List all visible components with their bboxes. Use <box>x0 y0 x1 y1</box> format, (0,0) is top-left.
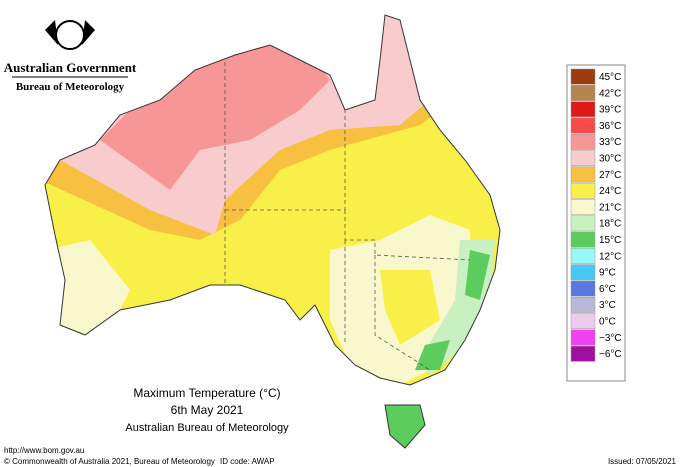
caption-source: Australian Bureau of Meteorology <box>125 422 289 434</box>
legend-label: 39°C <box>599 105 621 116</box>
legend-swatch <box>570 248 596 264</box>
caption-date: 6th May 2021 <box>171 403 244 417</box>
legend-swatch <box>570 133 596 150</box>
legend-swatch <box>570 101 596 118</box>
legend-label: −3°C <box>599 333 622 344</box>
legend-swatch <box>570 68 596 85</box>
legend-label: 21°C <box>599 202 621 213</box>
legend-label: 3°C <box>599 300 616 311</box>
legend-label: 27°C <box>599 170 621 181</box>
legend-label: 6°C <box>599 284 616 295</box>
legend: 45°C 42°C 39°C 36°C 33°C 30°C 27°C 24°C 21°C 18°C… <box>570 68 622 362</box>
legend-label: 12°C <box>599 251 621 262</box>
legend-swatch <box>570 182 596 199</box>
legend-swatch <box>570 117 596 134</box>
legend-label: 9°C <box>599 268 616 279</box>
legend-swatch <box>570 231 596 248</box>
logo <box>45 20 95 50</box>
legend-swatch <box>570 280 596 297</box>
footer-issued: Issued: 07/05/2021 <box>608 457 677 466</box>
state-borders <box>224 62 471 371</box>
tasmania <box>384 404 426 449</box>
footer-url: http://www.bom.gov.au <box>4 446 84 455</box>
legend-label: 36°C <box>599 121 621 132</box>
legend-swatch <box>570 215 596 232</box>
legend-label: 24°C <box>599 186 621 197</box>
legend-swatch <box>570 345 596 362</box>
legend-label: 15°C <box>599 235 621 246</box>
legend-swatch <box>570 166 596 183</box>
legend-label: 45°C <box>599 72 621 83</box>
legend-swatch <box>570 150 596 167</box>
agency-name: Bureau of Meteorology <box>16 81 125 93</box>
legend-label: 33°C <box>599 137 621 148</box>
legend-label: 42°C <box>599 88 621 99</box>
caption-title: Maximum Temperature (°C) <box>133 386 280 400</box>
legend-label: −6°C <box>599 349 622 360</box>
legend-label: 30°C <box>599 154 621 165</box>
legend-swatch <box>570 264 596 281</box>
legend-label: 0°C <box>599 317 616 328</box>
footer-copyright: © Commonwealth of Australia 2021, Bureau… <box>4 457 215 466</box>
legend-swatch <box>570 199 596 215</box>
government-name: Australian Government <box>4 60 137 75</box>
footer-id: ID code: AWAP <box>220 457 275 466</box>
legend-swatch <box>570 329 596 346</box>
legend-swatch <box>570 313 596 330</box>
legend-swatch <box>570 85 596 101</box>
legend-label: 18°C <box>599 219 621 230</box>
legend-swatch <box>570 296 596 313</box>
